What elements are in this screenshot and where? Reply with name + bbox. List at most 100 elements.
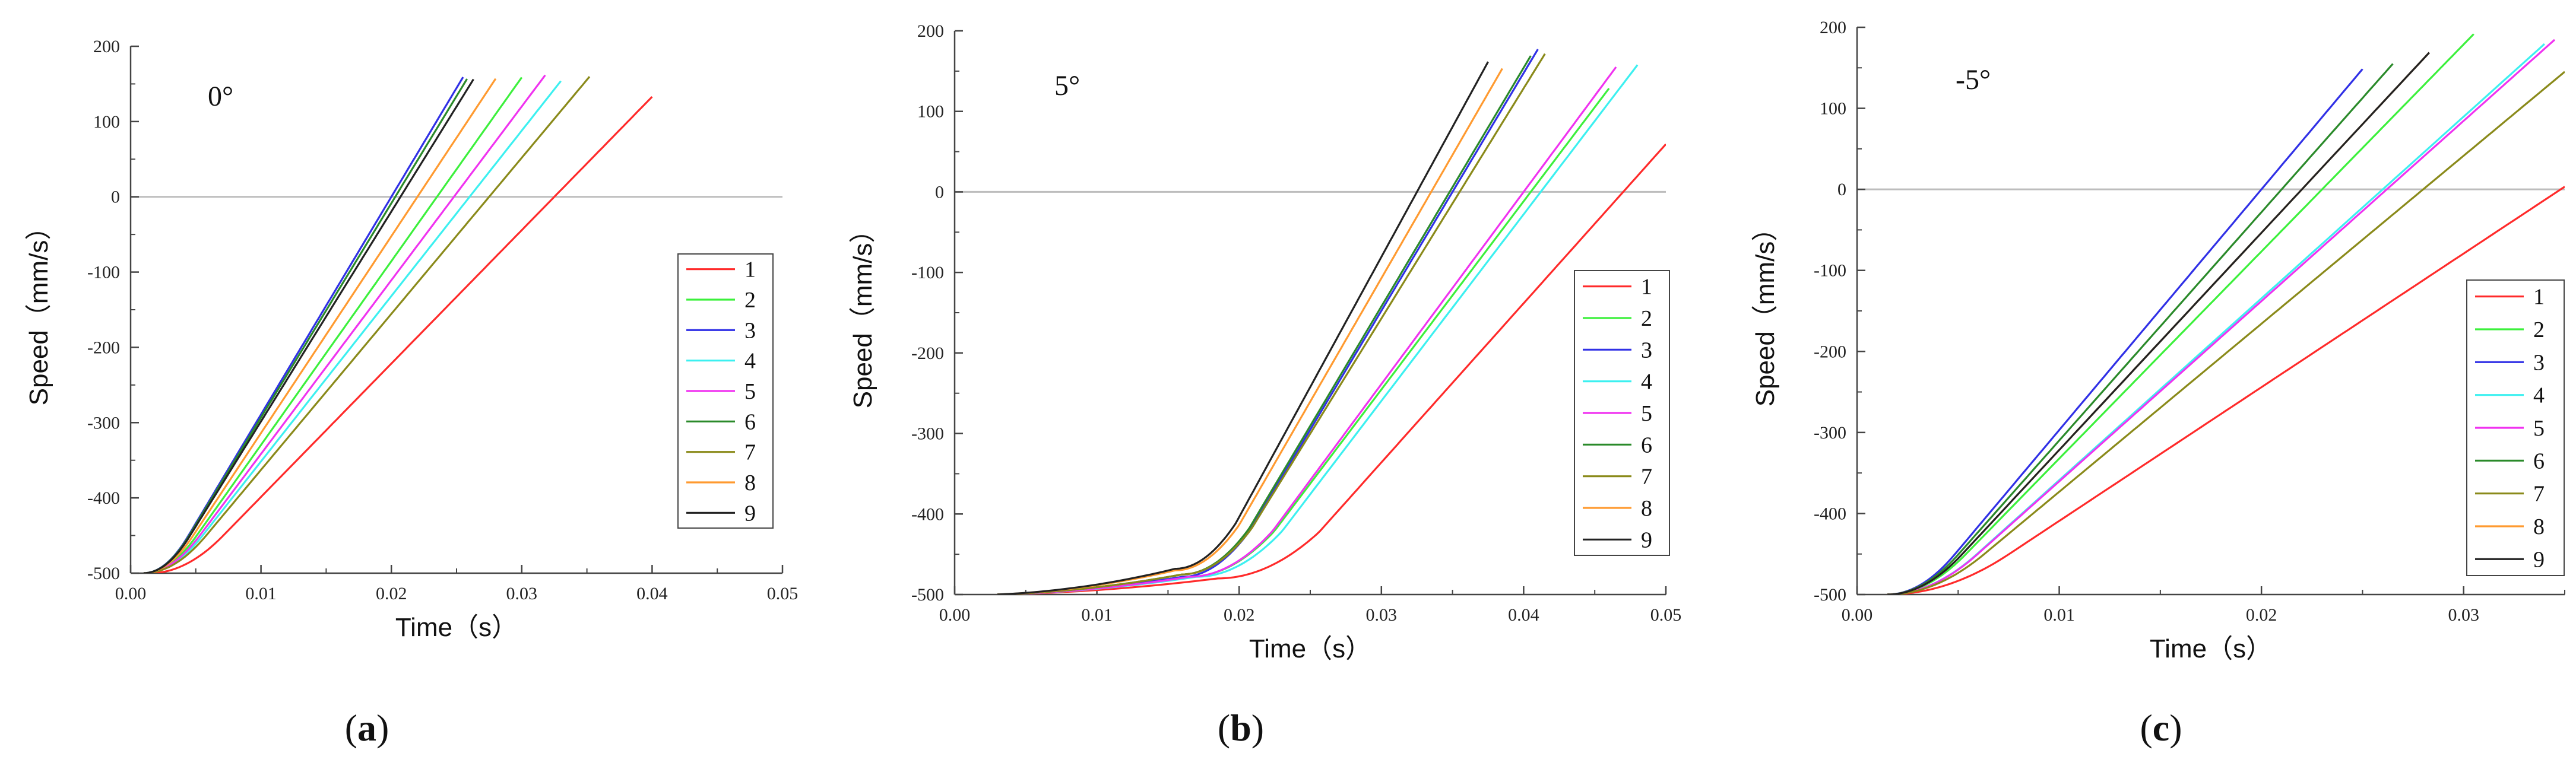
y-tick-label: -100 — [87, 263, 120, 282]
legend-label-6: 6 — [2533, 449, 2545, 473]
series-line-2 — [997, 88, 1610, 595]
legend-label-5: 5 — [744, 379, 756, 404]
legend-label-2: 2 — [744, 288, 756, 313]
chart-panel-a: 0.00 0.01 0.02 0.03 0.04 0.05 200 100 0 -100 -200 -… — [24, 37, 798, 749]
series-group — [143, 74, 653, 573]
legend-label-4: 4 — [744, 349, 756, 374]
x-tick-label: 0.03 — [2448, 605, 2479, 625]
angle-annotation: -5° — [1956, 64, 1991, 96]
x-axis-label: Time（s） — [1249, 634, 1371, 663]
series-line-4 — [997, 64, 1639, 595]
y-axis-label: Speed（mm/s） — [24, 214, 53, 406]
x-axis-label: Time（s） — [2150, 634, 2272, 663]
series-line-9 — [143, 78, 474, 573]
series-line-7 — [143, 76, 591, 573]
series-line-7 — [1887, 71, 2565, 595]
series-line-2 — [1887, 33, 2474, 595]
x-axis-label: Time（s） — [395, 613, 518, 642]
legend-label-3: 3 — [744, 318, 756, 343]
x-tick-label: 0.00 — [1842, 605, 1873, 625]
legend-label-9: 9 — [2533, 547, 2545, 572]
series-line-1 — [150, 96, 653, 573]
y-tick-label: 0 — [1837, 180, 1846, 199]
series-line-7 — [997, 53, 1546, 595]
series-line-4 — [1887, 43, 2545, 595]
series-line-8 — [997, 68, 1503, 595]
y-tick-label: 0 — [111, 187, 120, 207]
y-tick-label: -400 — [87, 488, 120, 508]
caption-open: ( — [1218, 707, 1230, 749]
y-tick-label: -500 — [1814, 585, 1846, 605]
legend-label-7: 7 — [2533, 482, 2545, 507]
x-tick-label: 0.04 — [1508, 605, 1539, 625]
legend-label-5: 5 — [2533, 416, 2545, 441]
y-tick-label: 0 — [935, 182, 944, 202]
series-line-1 — [997, 143, 1666, 595]
y-tick-label: 200 — [1820, 18, 1846, 37]
series-line-6 — [1887, 63, 2394, 595]
series-group — [1887, 33, 2565, 595]
y-axis-label: Speed（mm/s） — [1751, 215, 1780, 407]
series-line-9 — [1887, 52, 2430, 595]
series-line-8 — [143, 78, 497, 573]
panel-caption: (a) — [345, 707, 389, 749]
series-line-3 — [1887, 68, 2363, 595]
legend-label-1: 1 — [744, 258, 756, 282]
series-line-3 — [997, 49, 1539, 595]
series-line-4 — [143, 80, 562, 573]
y-tick-label: -400 — [911, 504, 944, 524]
series-line-9 — [997, 61, 1489, 595]
y-tick-label: -500 — [911, 585, 944, 605]
caption-letter: c — [2153, 707, 2169, 749]
x-tick-label: 0.01 — [2043, 605, 2075, 625]
legend-label-1: 1 — [2533, 285, 2545, 310]
y-tick-label: -300 — [87, 413, 120, 433]
legend-label-8: 8 — [1641, 496, 1652, 521]
y-axis-label: Speed（mm/s） — [848, 217, 877, 409]
y-tick-label: -500 — [87, 564, 120, 583]
caption-letter: a — [357, 707, 376, 749]
legend-label-8: 8 — [744, 471, 756, 495]
series-line-8 — [1887, 52, 2430, 595]
legend-label-3: 3 — [2533, 350, 2545, 375]
y-tick-label: -300 — [1814, 423, 1846, 443]
x-tick-label: 0.00 — [939, 605, 971, 625]
legend-label-7: 7 — [1641, 465, 1652, 490]
x-tick-label: 0.03 — [506, 584, 538, 603]
x-tick-label: 0.00 — [115, 584, 147, 603]
legend-label-4: 4 — [1641, 370, 1652, 395]
angle-annotation: 5° — [1054, 70, 1080, 101]
caption-close: ) — [2169, 707, 2182, 749]
legend-label-1: 1 — [1641, 275, 1652, 300]
x-tick-label: 0.02 — [1224, 605, 1255, 625]
legend-label-9: 9 — [1641, 527, 1652, 552]
y-tick-label: -100 — [1814, 261, 1846, 281]
x-tick-label: 0.05 — [767, 584, 799, 603]
series-line-5 — [1887, 39, 2556, 595]
series-group — [997, 49, 1666, 595]
legend-label-6: 6 — [1641, 433, 1652, 457]
legend-label-8: 8 — [2533, 514, 2545, 539]
y-tick-label: -200 — [911, 344, 944, 363]
x-tick-label: 0.04 — [636, 584, 668, 603]
caption-letter: b — [1230, 707, 1251, 749]
y-tick-label: -200 — [1814, 342, 1846, 361]
panel-caption: (b) — [1218, 707, 1264, 749]
x-tick-label: 0.01 — [245, 584, 277, 603]
series-line-5 — [997, 66, 1617, 595]
x-tick-label: 0.02 — [376, 584, 407, 603]
legend-label-3: 3 — [1641, 338, 1652, 363]
y-tick-label: 100 — [93, 112, 120, 132]
y-tick-label: -300 — [911, 424, 944, 444]
series-line-3 — [143, 77, 464, 573]
series-line-2 — [143, 77, 523, 573]
y-tick-label: -200 — [87, 338, 120, 357]
legend-label-4: 4 — [2533, 383, 2545, 408]
chart-panel-c: 0.00 0.01 0.02 0.03 200 100 0 -100 -200 -300 -400 -… — [1751, 18, 2565, 749]
legend-label-6: 6 — [744, 409, 756, 434]
y-tick-label: 100 — [917, 102, 944, 122]
series-line-6 — [143, 78, 468, 573]
chart-panel-b: 0.00 0.01 0.02 0.03 0.04 0.05 200 100 0 -100 -200 -… — [848, 21, 1681, 749]
y-tick-label: -100 — [911, 263, 944, 282]
